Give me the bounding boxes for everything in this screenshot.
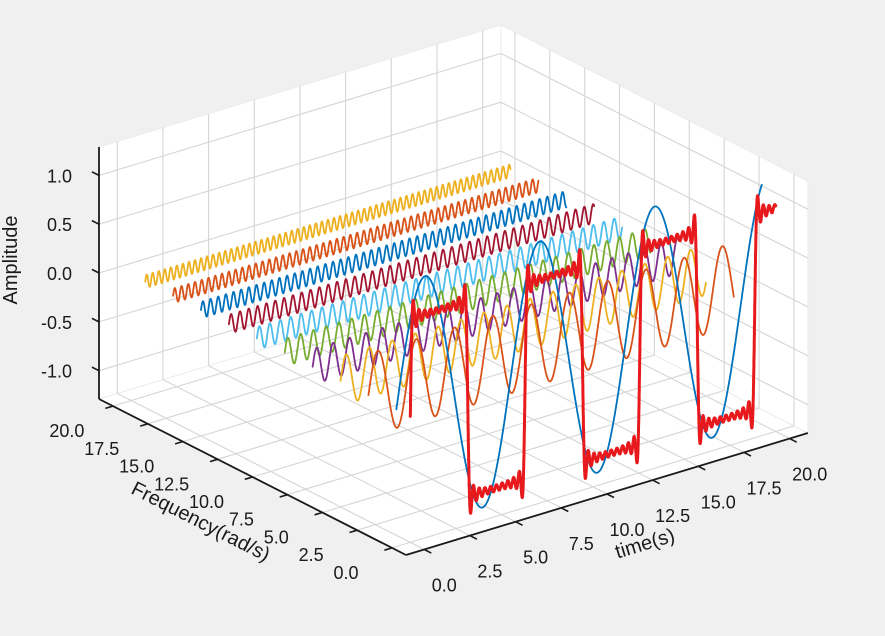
grid-line-floor-freq — [252, 354, 655, 478]
frequency-tick-mark — [209, 458, 218, 463]
frequency-tick-label: 20.0 — [49, 421, 84, 441]
sum-series-line — [408, 194, 778, 515]
frequency-tick-mark — [384, 547, 393, 551]
amplitude-tick-mark — [91, 171, 100, 177]
frequency-tick-label: 12.5 — [154, 474, 189, 494]
amplitude-tick-label: -1.0 — [41, 362, 72, 382]
amplitude-tick-label: 1.0 — [47, 166, 72, 186]
amplitude-tick-label: 0.0 — [47, 264, 72, 284]
time-tick-mark — [697, 465, 706, 471]
frequency-tick-mark — [349, 529, 358, 534]
time-tick-label: 17.5 — [746, 478, 781, 498]
series-line-omega-19 — [144, 163, 512, 288]
time-tick-label: 5.0 — [523, 548, 548, 568]
grid-line-floor-freq — [217, 336, 620, 460]
amplitude-tick-mark — [91, 317, 100, 323]
amplitude-tick-label: -0.5 — [41, 313, 72, 333]
frequency-tick-mark — [105, 405, 114, 410]
grid-line-floor-freq — [287, 372, 690, 496]
series-line-omega-17 — [172, 178, 540, 303]
frequency-tick-mark — [174, 440, 183, 445]
frequency-tick-label: 15.0 — [119, 457, 154, 477]
amplitude-tick-label: 0.5 — [47, 215, 72, 235]
amplitude-tick-mark — [91, 366, 100, 372]
frequency-tick-label: 17.5 — [84, 439, 119, 459]
series-line-omega-13 — [228, 203, 596, 333]
frequency-tick-mark — [139, 423, 149, 427]
time-tick-mark — [469, 534, 478, 540]
grid-line-leftwall-z — [98, 150, 502, 274]
time-tick-mark — [652, 479, 660, 485]
time-axis-spine — [405, 432, 809, 556]
frequency-tick-label: 2.5 — [299, 545, 324, 565]
time-tick-mark — [789, 437, 798, 443]
frequency-tick-mark — [279, 493, 288, 498]
frequency-tick-label: 7.5 — [229, 510, 254, 530]
axis-title-amplitude: Amplitude — [0, 216, 22, 305]
amplitude-tick-mark — [91, 219, 100, 225]
frequency-tick-mark — [314, 511, 323, 516]
time-tick-label: 0.0 — [432, 576, 457, 596]
grid-line-rightwall-z — [500, 150, 809, 308]
frequency-tick-label: 5.0 — [264, 528, 289, 548]
time-tick-label: 15.0 — [701, 492, 736, 512]
grid-line-rightwall-z — [500, 52, 809, 210]
grid-line-leftwall-z — [98, 101, 502, 225]
time-tick-mark — [606, 493, 615, 499]
time-tick-label: 20.0 — [792, 465, 827, 485]
time-tick-label: 10.0 — [609, 520, 644, 540]
frequency-tick-label: 10.0 — [189, 492, 224, 512]
frequency-tick-label: 0.0 — [333, 563, 358, 583]
grid-line-floor-freq — [391, 425, 795, 549]
grid-line-leftwall-z — [98, 248, 502, 372]
series-line-omega-11 — [255, 217, 623, 349]
grid-line-leftwall-z — [98, 52, 502, 176]
time-tick-mark — [743, 451, 752, 457]
amplitude-tick-mark — [91, 268, 100, 274]
time-tick-label: 12.5 — [655, 506, 690, 526]
series-line-omega-9 — [283, 228, 651, 365]
series-line-omega-3 — [367, 245, 735, 429]
time-tick-mark — [515, 520, 523, 527]
series-line-omega-15 — [200, 191, 568, 318]
time-tick-label: 7.5 — [569, 534, 594, 554]
time-tick-mark — [560, 507, 569, 513]
time-tick-mark — [423, 548, 432, 554]
frequency-tick-mark — [244, 476, 253, 481]
time-tick-label: 2.5 — [477, 562, 502, 582]
grid-line-floor-freq — [357, 407, 760, 531]
